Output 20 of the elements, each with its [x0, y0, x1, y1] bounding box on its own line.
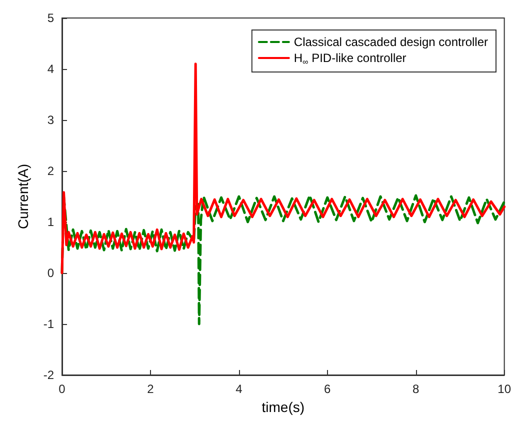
legend-label: Classical cascaded design controller [294, 35, 488, 49]
y-tick-label: -1 [43, 317, 54, 331]
x-tick-label: 4 [236, 382, 243, 396]
x-tick-label: 0 [58, 382, 66, 396]
x-tick-label: 10 [498, 382, 512, 396]
y-tick-label: 3 [47, 113, 54, 127]
line-series [60, 62, 506, 274]
y-axis-title: Current(A) [15, 164, 31, 230]
y-tick-label: 5 [47, 11, 54, 25]
y-tick-label: 1 [47, 215, 54, 229]
y-tick-label: -2 [43, 368, 54, 382]
x-tick-label: 8 [412, 382, 420, 396]
line-series [60, 194, 506, 326]
x-tick-label: 2 [147, 382, 154, 396]
x-axis-title: time(s) [262, 398, 305, 415]
x-tick-label: 6 [324, 382, 332, 396]
legend-label: H∞ PID-like controller [294, 51, 406, 66]
y-tick-label: 2 [47, 164, 54, 178]
y-tick-label: 0 [47, 266, 54, 280]
y-tick-label: 4 [47, 62, 54, 76]
